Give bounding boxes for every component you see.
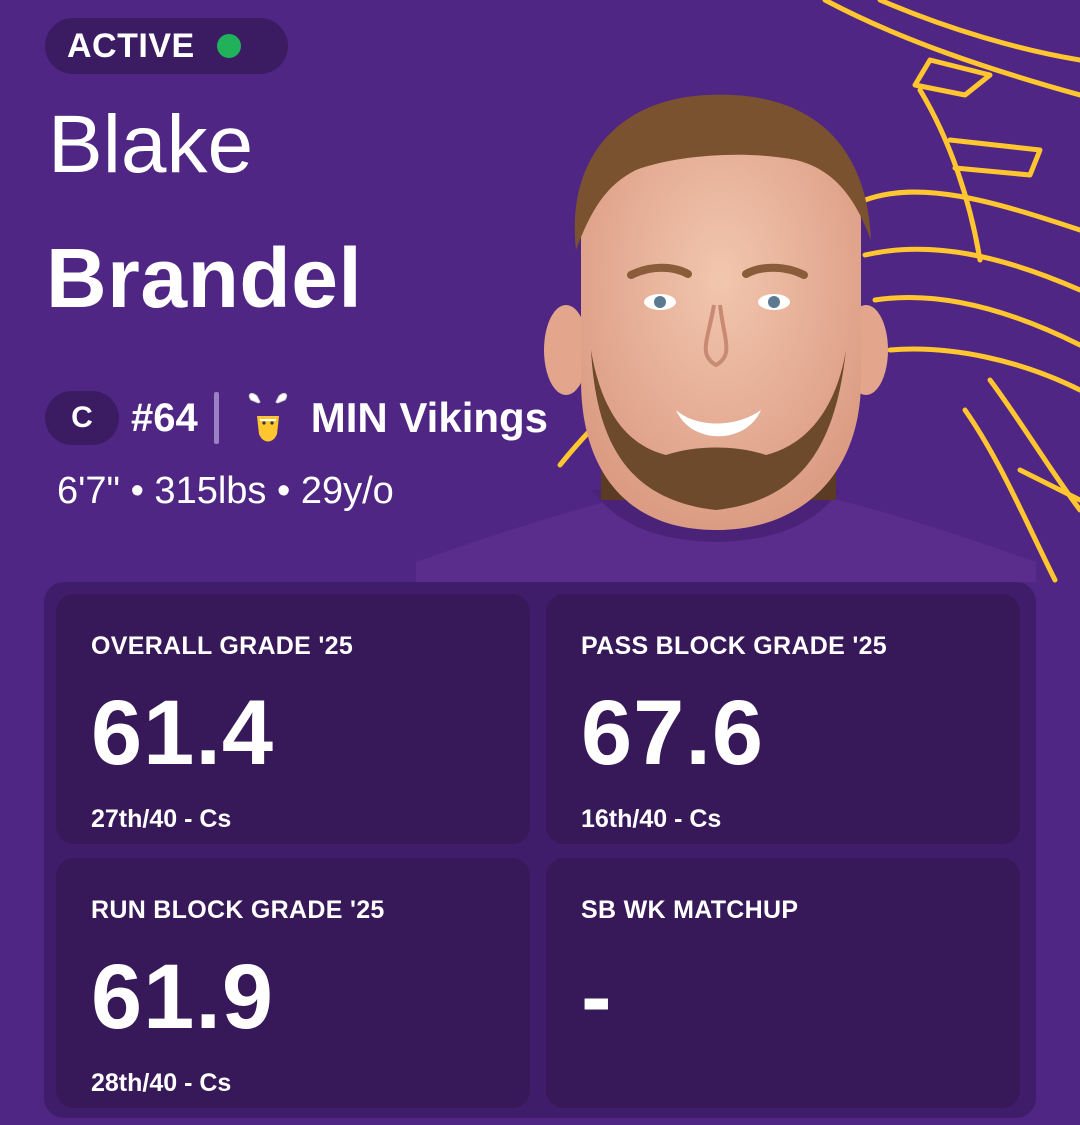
status-badge: ACTIVE <box>45 18 288 74</box>
status-label: ACTIVE <box>67 26 195 65</box>
stat-card-pass-block: PASS BLOCK GRADE '25 67.6 16th/40 - Cs <box>546 594 1020 844</box>
stat-card-overall: OVERALL GRADE '25 61.4 27th/40 - Cs <box>56 594 530 844</box>
status-dot-icon <box>216 34 241 58</box>
stat-rank: 28th/40 - Cs <box>91 1069 232 1097</box>
stat-value: 61.9 <box>91 946 275 1048</box>
stat-label: SB WK MATCHUP <box>581 896 799 924</box>
player-photo <box>416 94 1036 582</box>
divider <box>213 392 219 444</box>
stat-label: OVERALL GRADE '25 <box>91 632 354 660</box>
viking-helmet-outline-icon <box>557 0 1080 583</box>
stat-value: - <box>581 946 613 1048</box>
stat-label: RUN BLOCK GRADE '25 <box>91 896 385 924</box>
team-name: MIN Vikings <box>310 394 549 441</box>
stat-card-matchup: SB WK MATCHUP - <box>546 858 1020 1108</box>
jersey-number: #64 <box>131 395 198 440</box>
position-badge: C <box>45 391 119 445</box>
stat-value: 67.6 <box>581 682 765 784</box>
player-info-row: C #64 MIN Vikings <box>45 390 548 446</box>
stat-value: 61.4 <box>91 682 275 784</box>
stat-card-run-block: RUN BLOCK GRADE '25 61.9 28th/40 - Cs <box>56 858 530 1108</box>
player-first-name: Blake <box>48 99 254 190</box>
player-measurements: 6'7" • 315lbs • 29y/o <box>57 470 394 512</box>
stat-rank: 16th/40 - Cs <box>581 805 722 833</box>
stat-label: PASS BLOCK GRADE '25 <box>581 632 887 660</box>
stat-rank: 27th/40 - Cs <box>91 805 232 833</box>
player-last-name: Brandel <box>46 231 363 325</box>
stats-panel: OVERALL GRADE '25 61.4 27th/40 - Cs PASS… <box>44 582 1036 1118</box>
vikings-logo-icon <box>248 392 287 442</box>
